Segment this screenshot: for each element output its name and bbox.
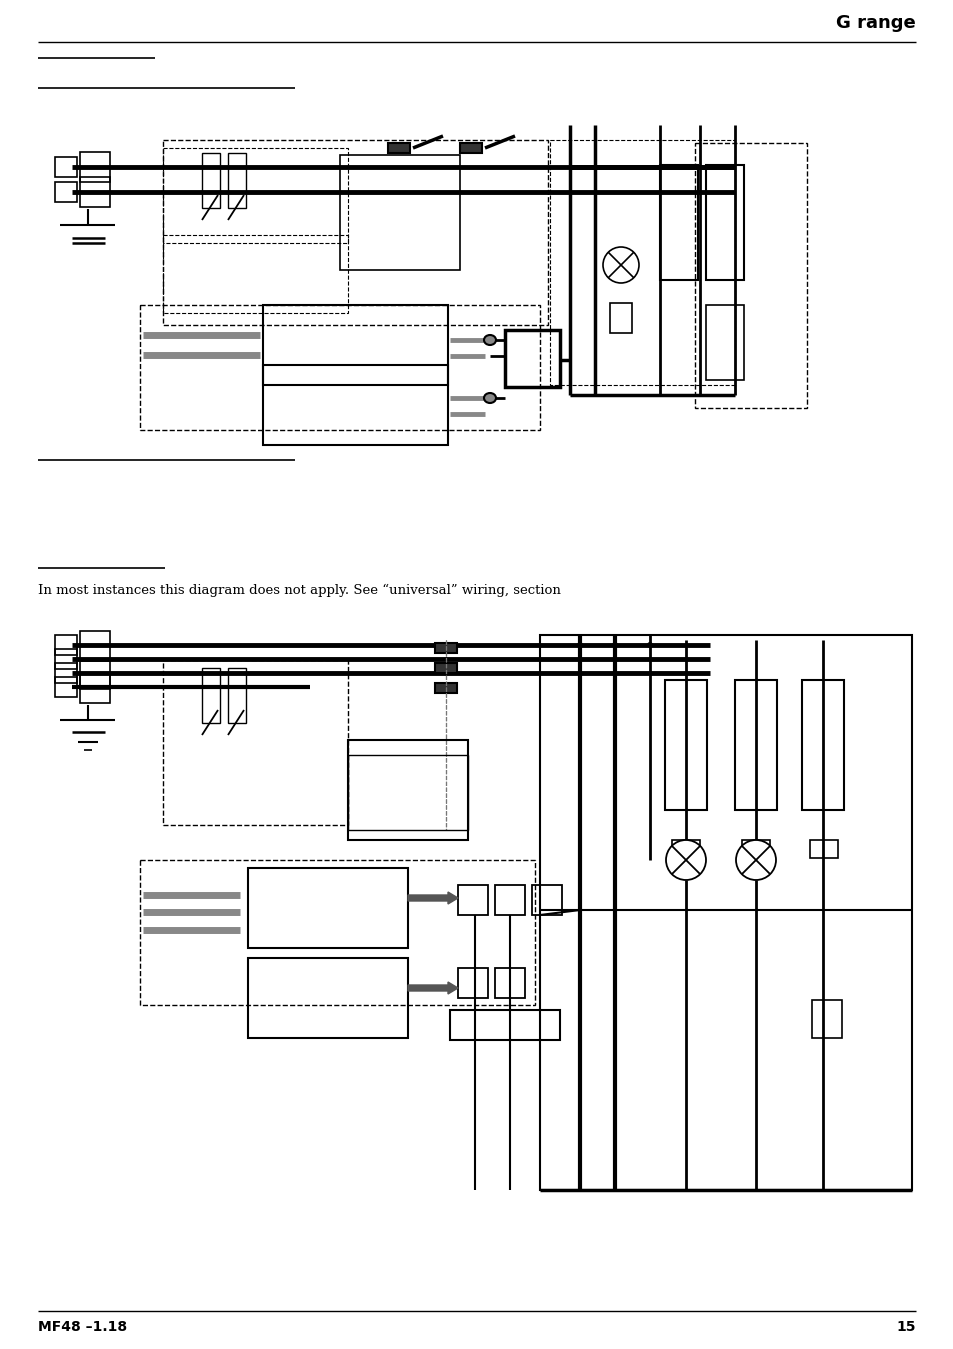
Bar <box>228 152 246 208</box>
FancyArrow shape <box>408 982 457 994</box>
Text: MF48 –1.18: MF48 –1.18 <box>38 1321 127 1334</box>
Bar <box>80 177 110 206</box>
Circle shape <box>577 642 582 648</box>
Ellipse shape <box>483 335 496 345</box>
Circle shape <box>735 840 775 880</box>
Bar <box>659 165 698 281</box>
Bar <box>55 182 77 202</box>
Bar <box>495 969 524 998</box>
Ellipse shape <box>483 393 496 403</box>
Bar <box>263 366 448 445</box>
Bar <box>228 668 246 723</box>
Bar <box>140 861 535 1005</box>
Bar <box>55 635 77 656</box>
Bar <box>163 660 348 826</box>
Bar <box>55 677 77 697</box>
Text: G range: G range <box>836 13 915 32</box>
Bar <box>263 305 448 384</box>
Bar <box>55 156 77 177</box>
Bar <box>348 755 468 830</box>
Bar <box>609 304 631 333</box>
Bar <box>809 840 837 858</box>
Bar <box>339 155 459 270</box>
Bar <box>705 305 743 380</box>
Bar <box>504 331 559 387</box>
Bar <box>705 165 743 281</box>
Bar <box>80 152 110 182</box>
Bar <box>248 867 408 948</box>
Bar <box>457 885 488 915</box>
Bar <box>435 683 456 693</box>
FancyArrow shape <box>408 892 457 904</box>
Bar <box>459 143 481 152</box>
Circle shape <box>602 247 639 283</box>
Bar <box>248 958 408 1037</box>
Bar <box>80 673 110 703</box>
Bar <box>435 643 456 653</box>
Circle shape <box>646 642 652 648</box>
Bar <box>163 148 348 313</box>
Bar <box>741 840 769 858</box>
Bar <box>202 668 220 723</box>
Circle shape <box>665 840 705 880</box>
Bar <box>163 140 547 325</box>
Bar <box>457 969 488 998</box>
Bar <box>55 662 77 683</box>
Bar <box>348 741 468 840</box>
Bar <box>671 840 700 858</box>
Bar <box>532 885 561 915</box>
Bar <box>539 635 911 1190</box>
Bar <box>163 235 348 243</box>
Bar <box>80 660 110 689</box>
Bar <box>801 680 843 809</box>
Bar <box>550 140 734 384</box>
Bar <box>450 1010 559 1040</box>
Bar <box>734 680 776 809</box>
Bar <box>495 885 524 915</box>
Text: In most instances this diagram does not apply. See “universal” wiring, section: In most instances this diagram does not … <box>38 584 560 598</box>
Text: 15: 15 <box>896 1321 915 1334</box>
Bar <box>140 305 539 430</box>
Bar <box>435 662 456 673</box>
Bar <box>202 152 220 208</box>
Bar <box>811 1000 841 1037</box>
Bar <box>55 649 77 669</box>
Bar <box>664 680 706 809</box>
Bar <box>388 143 410 152</box>
Bar <box>695 143 806 407</box>
Circle shape <box>612 642 618 648</box>
Bar <box>80 631 110 661</box>
